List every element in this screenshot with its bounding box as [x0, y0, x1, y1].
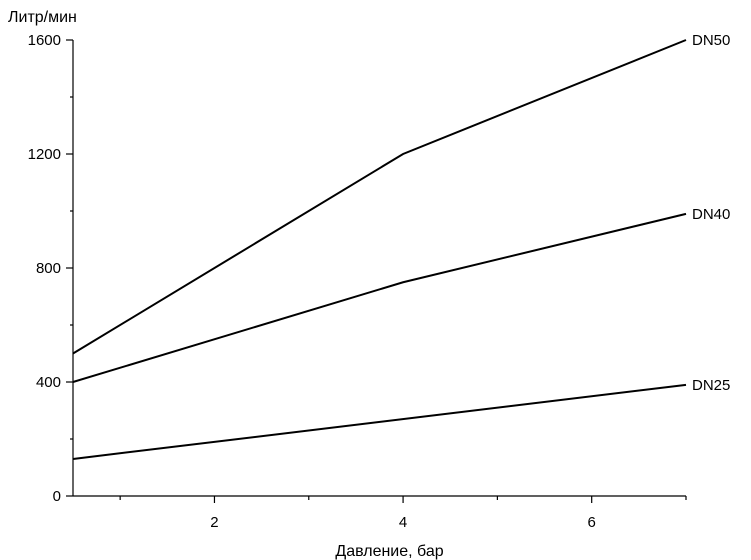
y-tick-label: 0: [53, 488, 61, 505]
y-tick-label: 1200: [28, 146, 61, 163]
x-tick-label: 4: [399, 514, 407, 531]
y-tick-label: 400: [36, 374, 61, 391]
series-line-dn25: [72, 383, 687, 460]
series-label-dn40: DN40: [692, 206, 730, 223]
y-tick-label: 800: [36, 260, 61, 277]
series-group: DN50 DN40 DN25: [72, 32, 730, 460]
series-line-dn50: [72, 39, 687, 355]
x-ticks: 2 4 6: [119, 496, 687, 531]
x-axis-title: Давление, бар: [335, 543, 443, 560]
x-tick-label: 6: [588, 514, 596, 531]
series-label-dn25: DN25: [692, 377, 730, 394]
axes: [72, 40, 686, 497]
series-label-dn50: DN50: [692, 32, 730, 49]
y-tick-label: 1600: [28, 32, 61, 49]
y-ticks: 0 400 800 1200 1600: [28, 32, 73, 505]
series-line-dn40: [72, 212, 687, 383]
y-axis-title: Литр/мин: [8, 9, 77, 26]
x-tick-label: 2: [210, 514, 218, 531]
